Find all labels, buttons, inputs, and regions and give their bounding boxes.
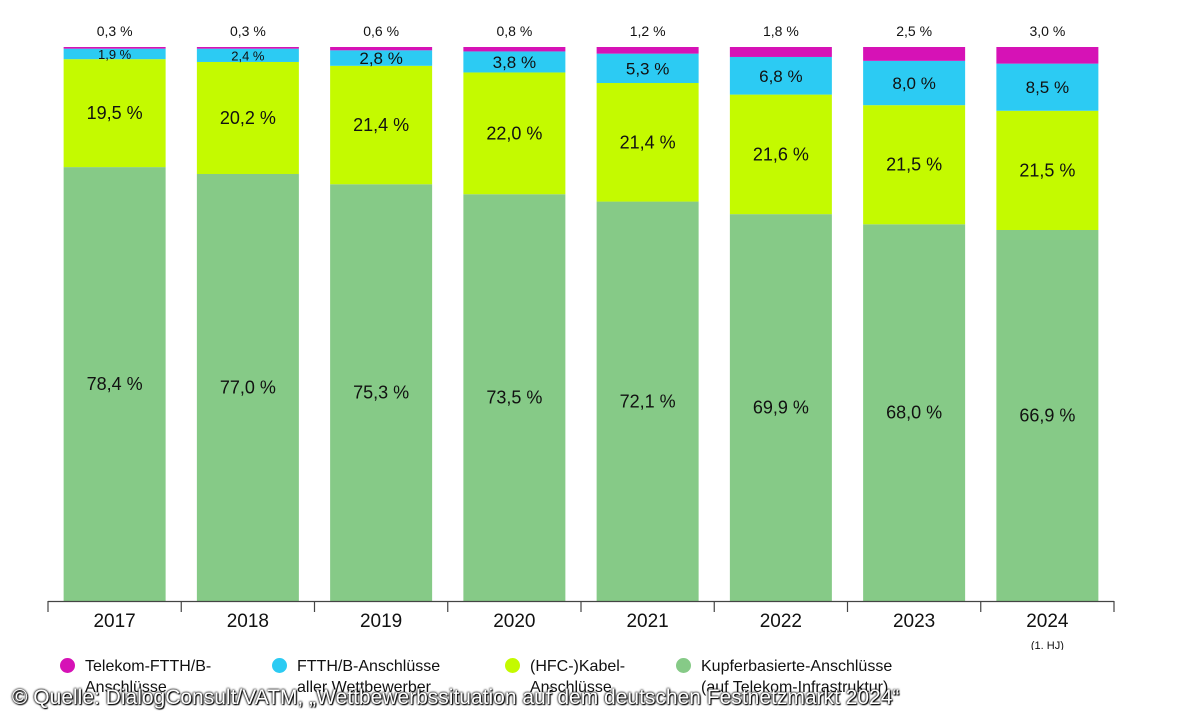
legend-label-ftth-competitors: FTTH/B-Anschlüsse aller Wettbewerber	[297, 658, 441, 696]
legend-dot-ftth-competitors	[272, 658, 287, 673]
x-tick-label-2022: 2022	[760, 611, 802, 632]
data-label-telekom-ftth-2024: 3,0 %	[1029, 23, 1065, 39]
bar-copper-2021	[596, 201, 699, 602]
data-label-copper-2022: 69,9 %	[753, 398, 809, 418]
legend-label-cable: (HFC-)Kabel- Anschlüsse	[530, 658, 626, 696]
x-tick-label-2023: 2023	[893, 611, 935, 632]
legend-item-ftth-competitors: FTTH/B-Anschlüsse aller Wettbewerber	[272, 656, 440, 698]
x-tick-sublabel-2024: (1. HJ)	[1031, 640, 1064, 650]
bar-telekom-ftth-2024	[996, 47, 1099, 64]
bar-ftth-competitors-2018	[196, 48, 299, 62]
bar-cable-2020	[463, 72, 566, 195]
legend-dot-cable	[505, 658, 520, 673]
bar-telekom-ftth-2017	[63, 47, 166, 49]
data-label-telekom-ftth-2019: 0,6 %	[363, 23, 399, 39]
data-label-cable-2024: 21,5 %	[1019, 160, 1075, 180]
bar-cable-2018	[196, 61, 299, 174]
data-label-telekom-ftth-2022: 1,8 %	[763, 23, 799, 39]
bar-cable-2022	[729, 94, 832, 215]
data-label-cable-2020: 22,0 %	[486, 123, 542, 143]
data-label-ftth-competitors-2024: 8,5 %	[1026, 78, 1069, 97]
data-label-ftth-competitors-2018: 2,4 %	[231, 48, 265, 63]
x-tick-label-2020: 2020	[493, 611, 535, 632]
data-label-ftth-competitors-2021: 5,3 %	[626, 59, 669, 78]
data-label-copper-2018: 77,0 %	[220, 377, 276, 397]
data-label-ftth-competitors-2019: 2,8 %	[359, 49, 402, 68]
stacked-bar-chart: 78,4 % 19,5 % 1,9 % 0,3 % 2017 77,0 % 20,2 % 2,…	[47, 23, 1115, 650]
data-label-ftth-competitors-2023: 8,0 %	[892, 74, 935, 93]
data-label-telekom-ftth-2018: 0,3 %	[230, 23, 266, 39]
x-tick-label-2018: 2018	[227, 611, 269, 632]
data-label-ftth-competitors-2022: 6,8 %	[759, 67, 802, 86]
bar-ftth-competitors-2020	[463, 51, 566, 73]
bar-telekom-ftth-2018	[196, 47, 299, 49]
x-tick-label-2019: 2019	[360, 611, 402, 632]
legend-label-copper: Kupferbasierte-Anschlüsse (auf Telekom-In…	[701, 658, 893, 696]
data-label-telekom-ftth-2023: 2,5 %	[896, 23, 932, 39]
bar-ftth-competitors-2017	[63, 48, 166, 60]
data-label-copper-2017: 78,4 %	[87, 374, 143, 394]
data-label-cable-2017: 19,5 %	[87, 103, 143, 123]
legend-dot-telekom-ftth	[60, 658, 75, 673]
bar-copper-2023	[863, 224, 966, 601]
legend-item-cable: (HFC-)Kabel- Anschlüsse	[505, 656, 625, 698]
bar-copper-2017	[63, 167, 166, 601]
bar-ftth-competitors-2019	[330, 50, 433, 66]
bar-ftth-competitors-2021	[596, 53, 699, 84]
data-label-ftth-competitors-2017: 1,9 %	[98, 47, 132, 62]
data-label-copper-2021: 72,1 %	[620, 391, 676, 411]
bar-ftth-competitors-2024	[996, 63, 1099, 111]
bar-cable-2021	[596, 83, 699, 202]
bar-copper-2024	[996, 230, 1099, 602]
data-label-copper-2023: 68,0 %	[886, 403, 942, 423]
legend-dot-copper	[676, 658, 691, 673]
legend-item-copper: Kupferbasierte-Anschlüsse (auf Telekom-In…	[676, 656, 892, 698]
data-label-ftth-competitors-2020: 3,8 %	[493, 53, 536, 72]
data-label-cable-2023: 21,5 %	[886, 155, 942, 175]
bar-cable-2019	[330, 65, 433, 185]
legend-label-telekom-ftth: Telekom-FTTH/B- Anschlüsse	[85, 658, 212, 696]
legend: Telekom-FTTH/B- Anschlüsse FTTH/B-Anschlü…	[0, 650, 1200, 700]
data-label-telekom-ftth-2021: 1,2 %	[630, 23, 666, 39]
bar-copper-2022	[729, 214, 832, 601]
x-tick-label-2024: 2024	[1026, 611, 1069, 632]
data-label-copper-2020: 73,5 %	[486, 388, 542, 408]
legend-item-telekom-ftth: Telekom-FTTH/B- Anschlüsse	[60, 656, 211, 698]
bar-copper-2018	[196, 173, 299, 602]
bar-telekom-ftth-2022	[729, 47, 832, 57]
bar-cable-2017	[63, 59, 166, 168]
data-label-cable-2022: 21,6 %	[753, 144, 809, 164]
bar-copper-2019	[330, 184, 433, 601]
bar-ftth-competitors-2022	[729, 56, 832, 95]
data-label-cable-2021: 21,4 %	[620, 132, 676, 152]
bar-telekom-ftth-2020	[463, 47, 566, 52]
bar-copper-2020	[463, 194, 566, 601]
bar-ftth-competitors-2023	[863, 60, 966, 106]
bar-telekom-ftth-2021	[596, 47, 699, 54]
data-label-cable-2019: 21,4 %	[353, 115, 409, 135]
data-label-copper-2019: 75,3 %	[353, 383, 409, 403]
bar-telekom-ftth-2023	[863, 47, 966, 61]
data-label-cable-2018: 20,2 %	[220, 108, 276, 128]
x-tick-label-2017: 2017	[93, 611, 135, 632]
data-label-copper-2024: 66,9 %	[1019, 406, 1075, 426]
data-label-telekom-ftth-2020: 0,8 %	[496, 23, 532, 39]
bar-cable-2024	[996, 110, 1099, 231]
source-credit: © Quelle: DialogConsult/VATM, „Wettbewer…	[12, 686, 900, 709]
bar-cable-2023	[863, 105, 966, 225]
bar-telekom-ftth-2019	[330, 47, 433, 51]
x-tick-label-2021: 2021	[626, 611, 668, 632]
data-label-telekom-ftth-2017: 0,3 %	[97, 23, 133, 39]
